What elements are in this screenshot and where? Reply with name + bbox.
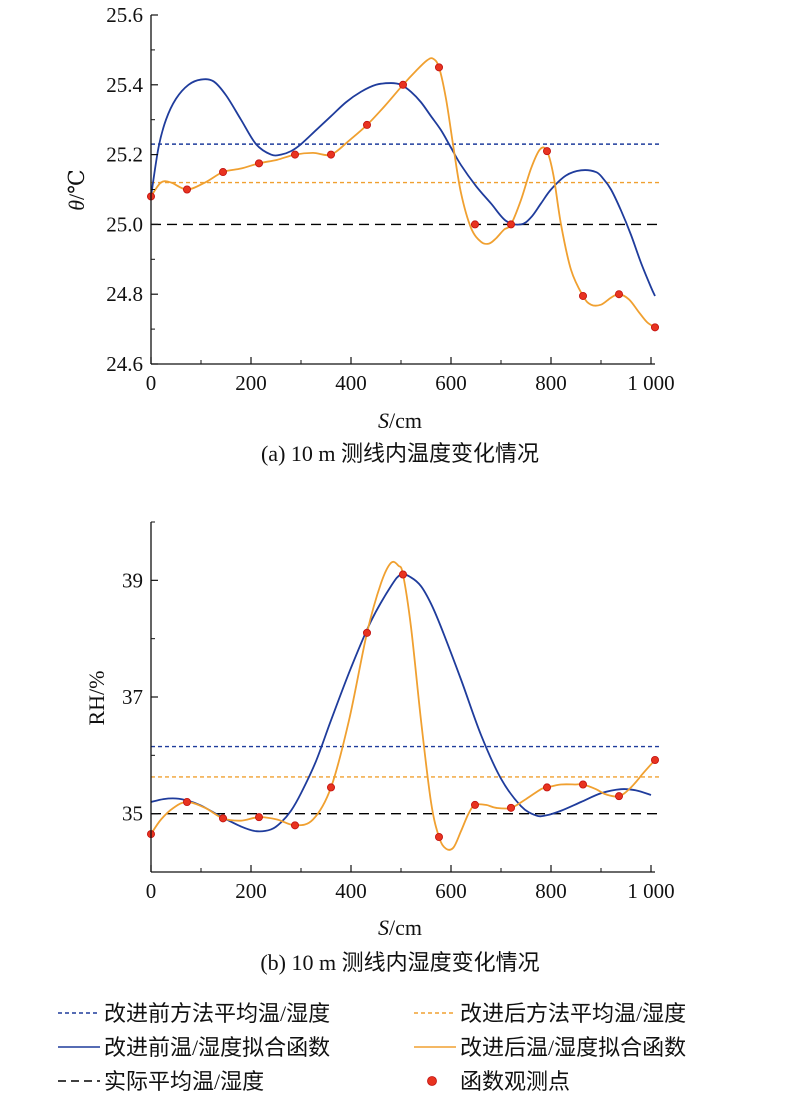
x-axis-unit: /cm (389, 915, 422, 940)
y-axis-var: θ (64, 200, 89, 211)
x-tick-label: 0 (146, 879, 157, 903)
legend-label-before-fit: 改进前温/湿度拟合函数 (104, 1035, 330, 1060)
observation-points (146, 63, 660, 332)
legend-label-after-avg: 改进后方法平均温/湿度 (460, 1001, 686, 1026)
legend: 改进前方法平均温/湿度 改进后方法平均温/湿度 改进前温/湿度拟合函数 改进后温… (58, 1001, 686, 1094)
y-tick-label: 37 (122, 685, 143, 709)
x-tick-label: 600 (435, 879, 467, 903)
temperature-chart: 0 200 400 600 800 1 000 24.6 24.8 25.0 25.2 25.4 25… (64, 3, 675, 466)
fit-curves (150, 57, 656, 329)
before-fit-curve (150, 573, 652, 833)
y-axis-unit: /℃ (64, 169, 89, 200)
observation-point (651, 323, 660, 332)
observation-point (290, 150, 299, 159)
legend-label-after-fit: 改进后温/湿度拟合函数 (460, 1035, 686, 1060)
observation-point (362, 120, 371, 129)
observation-point (506, 220, 515, 229)
y-tick-label: 25.4 (106, 73, 143, 97)
legend-label-points: 函数观测点 (460, 1069, 570, 1094)
observation-point (398, 570, 407, 579)
after-fit-curve (150, 57, 656, 329)
x-tick-label: 800 (535, 371, 567, 395)
observation-point (290, 821, 299, 830)
x-axis-var: S (378, 408, 389, 433)
x-tick-label: 200 (235, 879, 267, 903)
observation-point (182, 185, 191, 194)
y-axis-label: RH/% (84, 671, 109, 726)
reference-lines (151, 745, 661, 815)
y-tick-label: 25.2 (106, 143, 143, 167)
observation-point (326, 150, 335, 159)
legend-swatch-points (427, 1076, 437, 1086)
reference-lines (151, 143, 661, 226)
observation-point (615, 290, 624, 299)
y-tick-label: 39 (122, 568, 143, 592)
x-tick-label: 400 (335, 879, 367, 903)
observation-point (543, 147, 552, 156)
y-axis-label: θ/℃ (64, 169, 89, 211)
x-tick-label: 400 (335, 371, 367, 395)
humidity-chart: 0 200 400 600 800 1 000 35 37 39 (b) 10 m 测线内湿度变… (84, 521, 675, 975)
observation-point (615, 792, 624, 801)
y-tick-label: 25.6 (106, 3, 143, 27)
y-tick-label: 24.8 (106, 282, 143, 306)
observation-point (651, 756, 660, 765)
observation-point (470, 800, 479, 809)
fit-curves (150, 560, 656, 851)
observation-point (543, 783, 552, 792)
y-tick-label: 25.0 (106, 212, 143, 236)
x-axis-var: S (378, 915, 389, 940)
x-tick-label: 200 (235, 371, 267, 395)
legend-label-actual-avg: 实际平均温/湿度 (104, 1069, 264, 1094)
x-axis-label: S/cm (378, 915, 422, 940)
observation-point (434, 833, 443, 842)
observation-point (182, 798, 191, 807)
axes: 0 200 400 600 800 1 000 35 37 39 (122, 521, 675, 903)
observation-point (326, 783, 335, 792)
observation-point (579, 780, 588, 789)
chart-caption: (a) 10 m 测线内温度变化情况 (261, 441, 539, 466)
observation-points (146, 570, 660, 842)
x-tick-label: 1 000 (627, 371, 674, 395)
x-tick-label: 600 (435, 371, 467, 395)
legend-label-before-avg: 改进前方法平均温/湿度 (104, 1001, 330, 1026)
observation-point (218, 814, 227, 823)
x-axis-label: S/cm (378, 408, 422, 433)
observation-point (470, 220, 479, 229)
x-tick-label: 0 (146, 371, 157, 395)
observation-point (398, 80, 407, 89)
before-fit-curve (150, 78, 656, 297)
x-tick-label: 800 (535, 879, 567, 903)
observation-point (218, 168, 227, 177)
after-fit-curve (150, 560, 656, 851)
y-tick-label: 24.6 (106, 352, 143, 376)
observation-point (362, 628, 371, 637)
x-tick-label: 1 000 (627, 879, 674, 903)
x-axis-unit: /cm (389, 408, 422, 433)
y-tick-label: 35 (122, 802, 143, 826)
observation-point (506, 803, 515, 812)
axes: 0 200 400 600 800 1 000 24.6 24.8 25.0 25.2 25.4 25… (106, 3, 674, 395)
observation-point (434, 63, 443, 72)
observation-point (254, 813, 263, 822)
chart-caption: (b) 10 m 测线内湿度变化情况 (260, 950, 539, 975)
observation-point (579, 291, 588, 300)
observation-point (254, 159, 263, 168)
